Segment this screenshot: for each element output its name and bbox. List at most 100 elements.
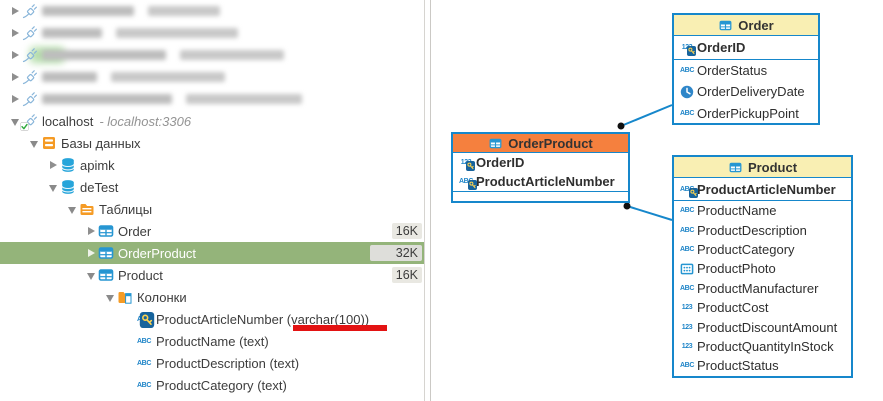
tree-item-column-productarticlenumber[interactable]: ABC ProductArticleNumber (varchar(100)) bbox=[0, 308, 424, 330]
expand-arrow-icon[interactable] bbox=[8, 95, 22, 103]
table-header: Order bbox=[674, 15, 818, 36]
table-header: OrderProduct bbox=[453, 134, 628, 153]
annotation-underline bbox=[293, 325, 387, 331]
collapse-arrow-icon[interactable] bbox=[46, 183, 60, 192]
table-title: OrderProduct bbox=[508, 135, 593, 151]
text-type-icon: ABC bbox=[680, 207, 694, 215]
expand-arrow-icon[interactable] bbox=[84, 249, 98, 257]
tree-item-columns-folder[interactable]: Колонки bbox=[0, 286, 424, 308]
number-type-pk-icon: 123 bbox=[456, 159, 476, 166]
relation-endpoint-dot bbox=[617, 122, 625, 130]
tree-item-databases-folder[interactable]: Базы данных bbox=[0, 132, 424, 154]
key-icon bbox=[687, 46, 696, 56]
expand-arrow-icon[interactable] bbox=[8, 73, 22, 81]
folder-label: Колонки bbox=[137, 289, 187, 305]
expand-arrow-icon[interactable] bbox=[46, 161, 60, 169]
columns-folder-icon bbox=[117, 289, 133, 305]
key-icon bbox=[139, 312, 155, 328]
diagram-column-pk: ABC ProductArticleNumber bbox=[674, 178, 851, 200]
text-type-icon: ABC bbox=[137, 381, 151, 389]
table-icon bbox=[98, 267, 114, 283]
diagram-column: ABC ProductDescription bbox=[674, 220, 851, 239]
text-type-icon: ABC bbox=[137, 359, 151, 367]
number-type-icon: 123 bbox=[681, 304, 693, 312]
diagram-table-order[interactable]: Order 123 OrderID ABC OrderStatus OrderD… bbox=[672, 13, 820, 125]
database-label: apimk bbox=[80, 157, 115, 173]
diagram-column: ABC OrderStatus bbox=[674, 60, 818, 81]
tree-item-database-detest[interactable]: deTest bbox=[0, 176, 424, 198]
diagram-table-orderproduct[interactable]: OrderProduct 123 OrderID ABC ProductArti… bbox=[451, 132, 630, 203]
key-icon bbox=[468, 180, 477, 190]
collapse-arrow-icon[interactable] bbox=[103, 293, 117, 302]
connection-plug-icon bbox=[22, 47, 38, 63]
number-type-icon: 123 bbox=[681, 323, 693, 331]
text-type-icon: ABC bbox=[680, 245, 694, 253]
tree-item-connection-redacted[interactable] bbox=[0, 66, 424, 88]
row-count-badge: 16K bbox=[391, 223, 422, 239]
diagram-column-pk: ABC ProductArticleNumber bbox=[453, 172, 628, 191]
expand-arrow-icon[interactable] bbox=[84, 227, 98, 235]
binary-type-icon bbox=[677, 262, 697, 276]
redacted-text bbox=[42, 28, 102, 38]
column-type: (text) bbox=[269, 355, 300, 371]
relation-lines bbox=[617, 104, 673, 221]
text-type-icon: ABC bbox=[680, 226, 694, 234]
expand-arrow-icon[interactable] bbox=[8, 51, 22, 59]
table-icon bbox=[98, 245, 114, 261]
collapse-arrow-icon[interactable] bbox=[65, 205, 79, 214]
diagram-table-product[interactable]: Product ABC ProductArticleNumber ABC Pro… bbox=[672, 155, 853, 378]
relation-endpoint-dot bbox=[623, 202, 631, 210]
database-label: deTest bbox=[80, 179, 119, 195]
text-type-icon: ABC bbox=[137, 337, 151, 345]
column-label: ProductName bbox=[156, 333, 236, 349]
tree-item-column-partial[interactable] bbox=[0, 396, 424, 401]
text-type-icon: ABC bbox=[680, 67, 694, 75]
table-icon bbox=[728, 161, 743, 174]
tree-item-connection-redacted[interactable] bbox=[0, 22, 424, 44]
tree-item-localhost[interactable]: localhost - localhost:3306 bbox=[0, 110, 424, 132]
panel-divider[interactable] bbox=[424, 0, 425, 401]
collapse-arrow-icon[interactable] bbox=[8, 117, 22, 126]
tree-item-database-apimk[interactable]: apimk bbox=[0, 154, 424, 176]
tree-item-connection-redacted[interactable] bbox=[0, 88, 424, 110]
table-header: Product bbox=[674, 157, 851, 178]
connection-plug-icon bbox=[22, 91, 38, 107]
expand-arrow-icon[interactable] bbox=[8, 29, 22, 37]
tree-item-table-order[interactable]: Order 16K bbox=[0, 220, 424, 242]
database-icon bbox=[60, 157, 76, 173]
panel-divider[interactable] bbox=[430, 0, 431, 401]
tree-item-column-productcategory[interactable]: ABC ProductCategory (text) bbox=[0, 374, 424, 396]
text-type-icon: ABC bbox=[680, 362, 694, 370]
collapse-arrow-icon[interactable] bbox=[84, 271, 98, 280]
table-label: Product bbox=[118, 267, 163, 283]
tree-item-column-productname[interactable]: ABC ProductName (text) bbox=[0, 330, 424, 352]
table-icon bbox=[718, 19, 733, 32]
column-type: (text) bbox=[257, 377, 287, 393]
collapse-arrow-icon[interactable] bbox=[27, 139, 41, 148]
tree-item-tables-folder[interactable]: Таблицы bbox=[0, 198, 424, 220]
tree-item-connection-redacted[interactable] bbox=[0, 0, 424, 22]
tree-item-table-orderproduct[interactable]: OrderProduct 32K bbox=[0, 242, 424, 264]
redacted-text bbox=[42, 6, 134, 16]
tree-item-connection-redacted[interactable] bbox=[0, 44, 424, 66]
tree-item-column-productdescription[interactable]: ABC ProductDescription (text) bbox=[0, 352, 424, 374]
tree-item-table-product[interactable]: Product 16K bbox=[0, 264, 424, 286]
text-type-pk-icon: ABC bbox=[456, 178, 476, 185]
column-type: (text) bbox=[239, 333, 269, 349]
column-label: ProductArticleNumber bbox=[156, 311, 284, 327]
diagram-column-pk: 123 OrderID bbox=[674, 36, 818, 59]
redacted-text bbox=[180, 50, 284, 60]
diagram-column: ABC OrderPickupPoint bbox=[674, 103, 818, 124]
connection-plug-icon bbox=[22, 69, 38, 85]
redacted-text bbox=[42, 72, 97, 82]
connection-plug-icon bbox=[22, 25, 38, 41]
table-label: Order bbox=[118, 223, 152, 239]
redacted-text bbox=[42, 94, 172, 104]
number-type-pk-icon: 123 bbox=[677, 44, 697, 51]
number-type-icon: 123 bbox=[681, 342, 693, 350]
text-type-pk-icon: ABC bbox=[136, 311, 152, 327]
expand-arrow-icon[interactable] bbox=[8, 7, 22, 15]
table-label: OrderProduct bbox=[118, 245, 197, 261]
diagram-column: OrderDeliveryDate bbox=[674, 81, 818, 102]
column-label: ProductCategory bbox=[156, 377, 254, 393]
